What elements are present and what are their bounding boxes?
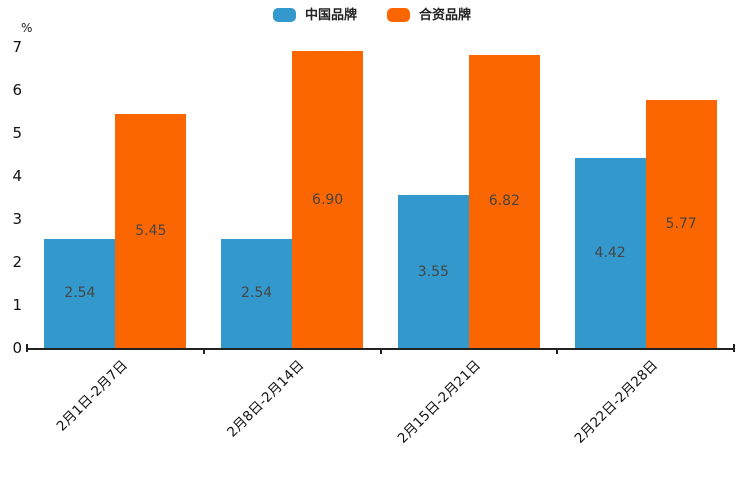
- x-axis-tick: [379, 349, 382, 354]
- bar-series0-cat2: 3.55: [397, 195, 469, 348]
- bar-value-label: 6.82: [488, 193, 520, 210]
- y-tick-label: 2: [12, 253, 22, 271]
- bar-value-label: 2.54: [241, 285, 273, 302]
- legend-item-1[interactable]: 合资品牌: [387, 8, 471, 22]
- bar-series0-cat0: 2.54: [44, 238, 116, 348]
- bar-value-label: 2.54: [64, 285, 96, 302]
- bar-series1-cat3: 5.77: [645, 99, 717, 348]
- legend-swatch-icon: [272, 8, 296, 22]
- legend-label: 合资品牌: [419, 7, 472, 23]
- bar-series1-cat1: 6.90: [292, 51, 364, 348]
- bar-value-label: 5.45: [135, 222, 167, 239]
- x-tick-label: 2月15日-2月21日: [395, 357, 485, 447]
- bar-value-label: 6.90: [312, 191, 344, 208]
- bar-series0-cat1: 2.54: [221, 238, 293, 348]
- x-axis-tick: [202, 349, 205, 354]
- x-axis-tick: [733, 344, 735, 352]
- legend-item-0[interactable]: 中国品牌: [272, 7, 357, 23]
- x-tick-label: 2月1日-2月7日: [53, 357, 131, 435]
- x-tick-label: 2月22日-2月28日: [571, 357, 662, 447]
- bar-value-label: 4.42: [594, 244, 626, 261]
- x-tick-label: 2月8日-2月14日: [224, 357, 308, 441]
- y-tick-label: 3: [12, 210, 22, 228]
- bar-series1-cat0: 5.45: [115, 113, 187, 348]
- y-tick-label: 7: [12, 38, 22, 56]
- legend-swatch-icon: [387, 8, 410, 22]
- bar-series1-cat2: 6.82: [468, 54, 540, 348]
- legend: 中国品牌 合资品牌: [0, 8, 744, 22]
- y-tick-label: 5: [12, 124, 22, 142]
- bar-series0-cat3: 4.42: [574, 157, 646, 348]
- legend-label: 中国品牌: [304, 7, 357, 23]
- y-tick-label: 1: [12, 296, 22, 314]
- bar-value-label: 3.55: [417, 263, 449, 280]
- bar-value-label: 5.77: [665, 215, 697, 232]
- y-tick-label: 6: [12, 81, 22, 99]
- y-tick-label: 4: [12, 167, 22, 185]
- plot-area: 2.54 2.54 3.55 4.42 5.45 6.90 6.82 5.77: [26, 47, 735, 354]
- y-tick-label: 0: [12, 339, 22, 357]
- x-axis-tick: [556, 349, 559, 354]
- x-axis-tick: [26, 344, 28, 352]
- y-axis-unit-label: %: [21, 21, 33, 35]
